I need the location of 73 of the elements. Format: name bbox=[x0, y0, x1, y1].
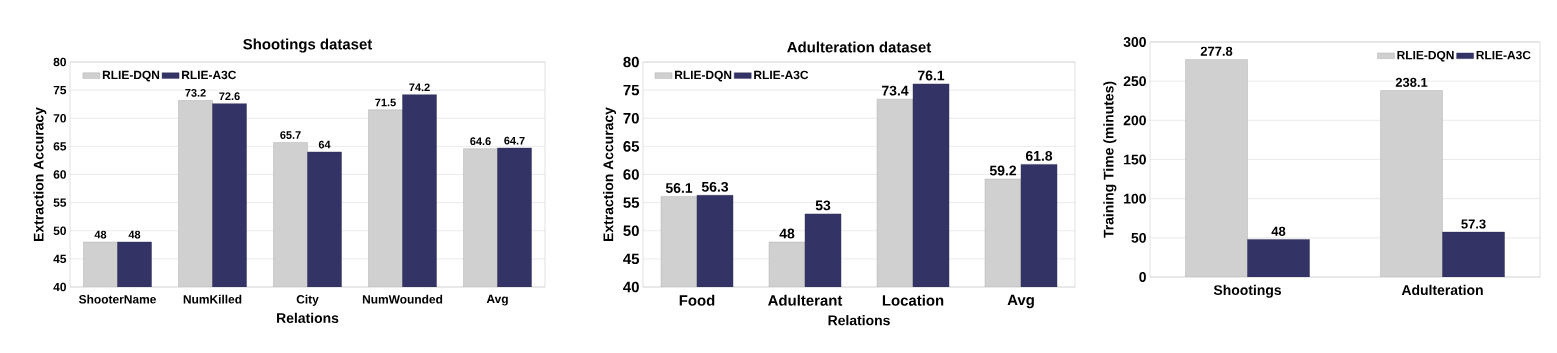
y-tick-label: 65 bbox=[53, 142, 67, 151]
y-tick-label: 60 bbox=[53, 170, 66, 179]
data-label: 73.2 bbox=[185, 88, 206, 97]
y-tick-label: 100 bbox=[1124, 193, 1146, 204]
x-tick-label: Avg bbox=[1007, 294, 1034, 309]
y-tick-label: 80 bbox=[53, 57, 66, 67]
x-axis-title: Relations bbox=[277, 312, 339, 323]
y-tick-label: 65 bbox=[623, 141, 640, 152]
data-label: 48 bbox=[128, 230, 141, 239]
y-tick-label: 70 bbox=[53, 114, 66, 123]
x-tick-label: Food bbox=[679, 294, 715, 306]
chart-title: Adulteration dataset bbox=[787, 41, 932, 53]
x-tick-label: Location bbox=[882, 294, 944, 306]
y-tick-label: 45 bbox=[623, 253, 640, 265]
data-label: 71.5 bbox=[375, 98, 396, 107]
data-label: 73.4 bbox=[882, 85, 909, 96]
data-label: 238.1 bbox=[1395, 77, 1428, 87]
bar bbox=[1442, 231, 1505, 277]
y-tick-label: 55 bbox=[53, 198, 67, 207]
y-tick-label: 75 bbox=[623, 84, 640, 96]
y-tick-label: 80 bbox=[623, 56, 639, 68]
legend-label: RLIE-DQN bbox=[675, 70, 732, 82]
data-label: 56.3 bbox=[701, 181, 729, 192]
y-axis-title: Training Time (minutes) bbox=[1103, 81, 1117, 238]
x-tick-label: NumKilled bbox=[183, 294, 242, 304]
data-label: 74.2 bbox=[409, 83, 430, 92]
data-label: 61.8 bbox=[1025, 150, 1053, 161]
data-label: 48 bbox=[1271, 226, 1286, 236]
x-axis-title: Relations bbox=[828, 315, 890, 326]
y-tick-label: 70 bbox=[623, 112, 639, 124]
y-tick-label: 40 bbox=[623, 281, 639, 293]
y-tick-label: 40 bbox=[53, 282, 66, 292]
x-tick-label: Adulteration bbox=[1401, 284, 1483, 296]
legend-label: RLIE-DQN bbox=[102, 70, 160, 82]
data-label: 64.6 bbox=[470, 137, 491, 146]
x-tick-label: Shootings bbox=[1213, 284, 1282, 298]
legend-label: RLIE-DQN bbox=[1397, 50, 1454, 62]
data-label: 65.7 bbox=[280, 131, 301, 139]
data-label: 64 bbox=[318, 140, 331, 149]
data-label: 72.6 bbox=[219, 92, 240, 101]
y-axis-title: Extraction Accuracy bbox=[603, 107, 617, 242]
data-label: 57.3 bbox=[1461, 219, 1486, 229]
y-tick-label: 45 bbox=[53, 254, 67, 264]
y-tick-label: 0 bbox=[1139, 272, 1146, 282]
y-tick-label: 50 bbox=[53, 226, 66, 235]
x-tick-label: City bbox=[296, 294, 319, 306]
chart-title: Shootings dataset bbox=[243, 38, 373, 53]
data-label: 56.1 bbox=[665, 183, 693, 193]
y-tick-label: 250 bbox=[1123, 76, 1146, 87]
legend-label: RLIE-A3C bbox=[1476, 50, 1531, 60]
data-label: 76.1 bbox=[918, 70, 945, 81]
data-label: 48 bbox=[779, 228, 795, 239]
bar bbox=[1247, 239, 1310, 277]
y-tick-label: 75 bbox=[53, 85, 67, 95]
data-label: 59.2 bbox=[989, 165, 1017, 176]
y-axis-title: Extraction Accuracy bbox=[33, 107, 47, 242]
legend-label: RLIE-A3C bbox=[182, 70, 237, 80]
data-label: 48 bbox=[94, 230, 107, 239]
data-label: 64.7 bbox=[504, 136, 525, 145]
legend-label: RLIE-A3C bbox=[754, 70, 809, 80]
data-label: 277.8 bbox=[1200, 46, 1233, 56]
y-tick-label: 300 bbox=[1123, 37, 1146, 47]
x-tick-label: Adulterant bbox=[768, 294, 843, 306]
y-tick-label: 55 bbox=[623, 197, 640, 208]
y-tick-label: 200 bbox=[1123, 115, 1146, 126]
data-label: 53 bbox=[815, 200, 831, 211]
y-tick-label: 60 bbox=[623, 169, 639, 180]
y-tick-label: 50 bbox=[1131, 232, 1146, 243]
x-tick-label: Avg bbox=[486, 294, 508, 306]
y-tick-label: 50 bbox=[623, 225, 639, 237]
x-tick-label: ShooterName bbox=[78, 294, 156, 304]
y-tick-label: 150 bbox=[1124, 154, 1146, 165]
x-tick-label: NumWounded bbox=[362, 294, 443, 304]
